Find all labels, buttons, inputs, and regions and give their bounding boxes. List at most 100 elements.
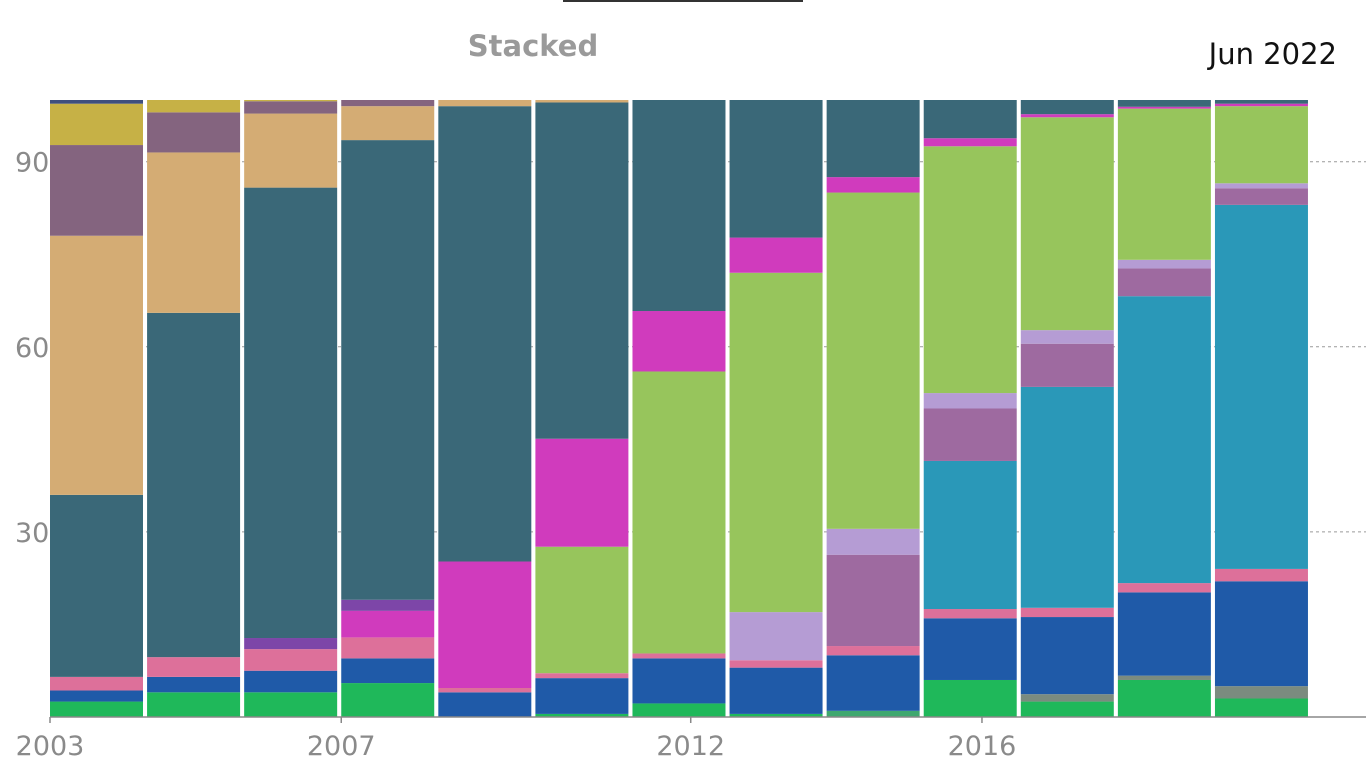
bar-stack: [341, 100, 435, 717]
bar-segment: [50, 145, 143, 236]
bar-segment: [1117, 268, 1211, 297]
bar-segment: [632, 311, 726, 372]
bar-segment: [147, 692, 241, 717]
bar-segment: [50, 494, 143, 677]
bar-segment: [632, 100, 726, 312]
bar-segment: [535, 438, 629, 547]
bar-segment: [632, 653, 726, 659]
bar-segment: [1117, 108, 1211, 260]
bar-segment: [826, 177, 920, 193]
bar-segment: [729, 612, 823, 661]
bar-stack: [244, 100, 338, 717]
bar-segment: [438, 561, 532, 689]
bar-segment: [632, 658, 726, 704]
bar-segment: [923, 408, 1017, 461]
bar-segment: [923, 460, 1017, 610]
bar-segment: [1117, 592, 1211, 676]
bar-segment: [1117, 296, 1211, 584]
x-axis-ticks: 2003 2007 2012 2016: [16, 717, 1017, 762]
bar-segment: [341, 683, 435, 717]
bar-segment: [535, 713, 629, 717]
bar-segment: [341, 106, 435, 141]
bars: [50, 100, 1308, 717]
bar-segment: [1020, 343, 1114, 387]
bar-segment: [632, 371, 726, 654]
bar-segment: [826, 554, 920, 647]
bar-segment: [535, 100, 629, 103]
y-axis-ticks: 30 60 90: [15, 148, 49, 549]
bar-segment: [923, 679, 1017, 717]
bar-segment: [244, 692, 338, 717]
bar-segment: [729, 713, 823, 717]
date-label: Jun 2022: [1207, 37, 1337, 71]
bar-segment: [341, 140, 435, 600]
bar-segment: [535, 546, 629, 674]
bar-segment: [50, 676, 143, 691]
bar-segment: [438, 688, 532, 693]
bar-segment: [1020, 617, 1114, 695]
bar-segment: [1214, 204, 1308, 569]
bar-segment: [729, 237, 823, 273]
bar-segment: [50, 235, 143, 495]
x-tick-label: 2007: [307, 731, 376, 762]
bar-segment: [826, 100, 920, 178]
bar-stack: [1020, 100, 1114, 717]
bar-segment: [535, 102, 629, 439]
bar-segment: [244, 649, 338, 671]
bar-segment: [729, 667, 823, 714]
bar-segment: [1117, 675, 1211, 680]
bar-segment: [1214, 183, 1308, 189]
bar-segment: [729, 100, 823, 238]
bar-segment: [1020, 607, 1114, 618]
chart-title: Stacked: [468, 29, 598, 63]
bar-segment: [147, 152, 241, 313]
y-tick-label: 60: [15, 333, 49, 364]
bar-segment: [1214, 581, 1308, 687]
bar-segment: [923, 393, 1017, 409]
bar-segment: [50, 701, 143, 717]
bar-segment: [341, 637, 435, 659]
bar-segment: [244, 100, 338, 102]
bar-segment: [147, 676, 241, 693]
bar-segment: [1214, 100, 1308, 104]
x-tick-label: 2016: [948, 731, 1017, 762]
bar-segment: [244, 670, 338, 693]
bar-stack: [632, 100, 726, 717]
bar-segment: [1117, 583, 1211, 593]
bar-stack: [535, 100, 629, 717]
bar-stack: [923, 100, 1017, 717]
bar-segment: [1214, 686, 1308, 699]
x-tick-label: 2003: [16, 731, 85, 762]
bar-segment: [1214, 106, 1308, 184]
bar-stack: [1117, 100, 1211, 717]
bar-segment: [1214, 188, 1308, 205]
bar-segment: [50, 690, 143, 702]
bar-stack: [729, 100, 823, 717]
bar-segment: [438, 106, 532, 562]
y-tick-label: 90: [15, 148, 49, 179]
bar-segment: [923, 146, 1017, 394]
bar-segment: [1214, 698, 1308, 717]
bar-segment: [438, 100, 532, 107]
bar-segment: [1020, 330, 1114, 344]
bar-segment: [1020, 114, 1114, 118]
bar-segment: [341, 599, 435, 611]
bar-segment: [1117, 106, 1211, 109]
bar-segment: [1020, 386, 1114, 608]
bar-segment: [1117, 100, 1211, 107]
bar-stack: [1214, 100, 1308, 717]
x-tick-label: 2012: [656, 731, 725, 762]
bar-segment: [147, 112, 241, 153]
bar-stack: [147, 100, 241, 717]
bar-segment: [438, 692, 532, 717]
bar-segment: [729, 660, 823, 668]
bar-segment: [341, 610, 435, 638]
bar-stack: [438, 100, 532, 717]
bar-segment: [923, 609, 1017, 619]
bar-segment: [826, 192, 920, 529]
bar-segment: [632, 703, 726, 717]
bar-segment: [1020, 100, 1114, 115]
bar-segment: [923, 618, 1017, 680]
bar-stack: [826, 100, 920, 717]
